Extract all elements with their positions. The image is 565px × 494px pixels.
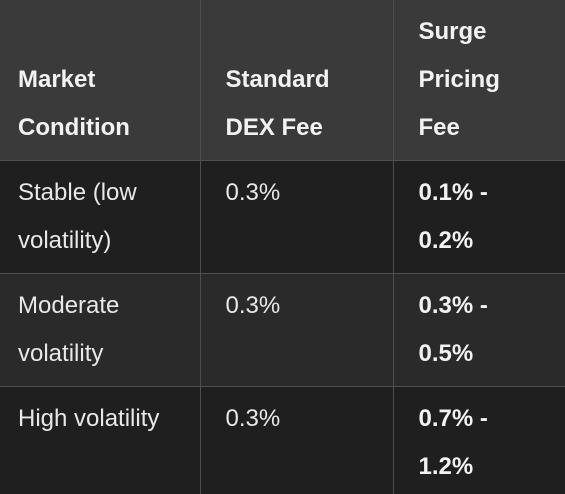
- header-row: Market Condition Standard DEX Fee Surge …: [0, 0, 565, 161]
- table-cell: Stable (low volatility): [0, 160, 201, 274]
- table-cell: High volatility: [0, 386, 201, 494]
- table-cell: 0.3%: [199, 160, 394, 274]
- table-cell: 0.3% - 0.5%: [392, 273, 565, 387]
- table-row: High volatility 0.3% 0.7% - 1.2%: [0, 386, 565, 494]
- table-cell: 0.7% - 1.2%: [392, 386, 565, 494]
- header-cell: Market Condition: [0, 0, 201, 161]
- table-row: Stable (low volatility) 0.3% 0.1% - 0.2%: [0, 160, 565, 274]
- table-cell: 0.3%: [199, 386, 394, 494]
- table-cell: 0.1% - 0.2%: [392, 160, 565, 274]
- table-row: Moderate volatility 0.3% 0.3% - 0.5%: [0, 273, 565, 387]
- table-header: Market Condition Standard DEX Fee Surge …: [0, 0, 565, 161]
- table-cell: 0.3%: [199, 273, 394, 387]
- header-cell: Standard DEX Fee: [199, 0, 394, 161]
- header-cell: Surge Pricing Fee: [392, 0, 565, 161]
- table-cell: Moderate volatility: [0, 273, 201, 387]
- table-body: Stable (low volatility) 0.3% 0.1% - 0.2% Mo…: [0, 160, 565, 494]
